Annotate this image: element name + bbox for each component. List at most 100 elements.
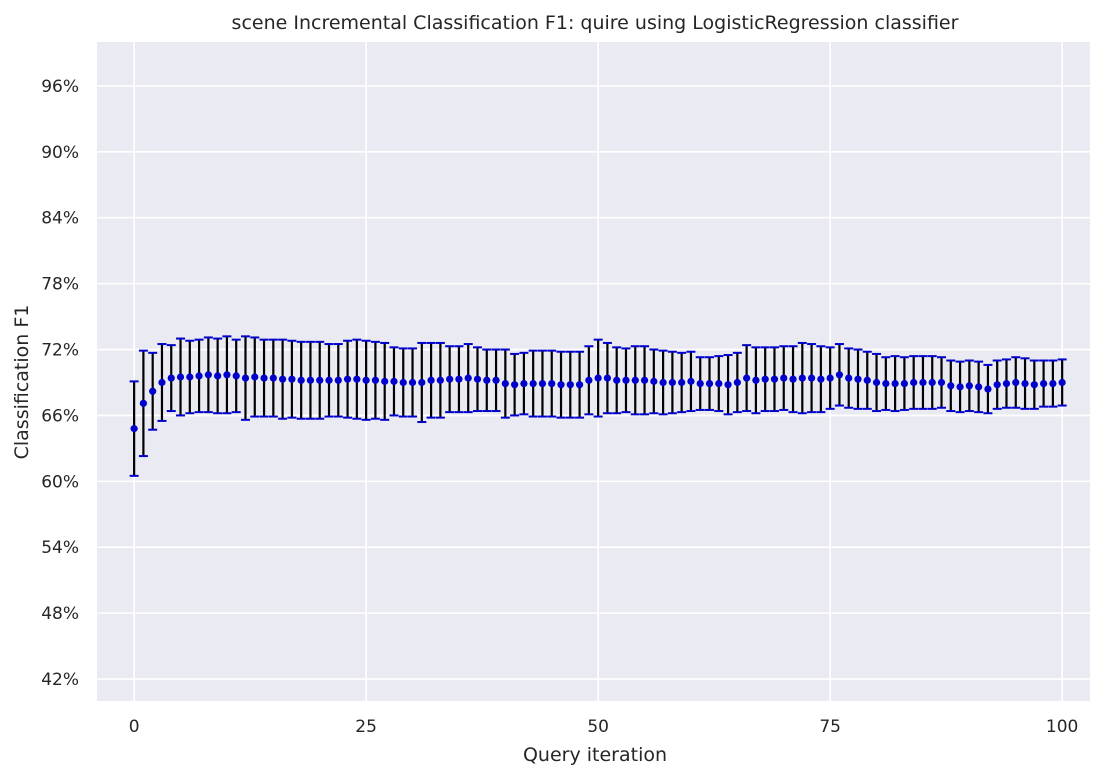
data-point	[659, 378, 667, 387]
data-point	[279, 375, 287, 383]
data-point	[204, 371, 212, 379]
data-point	[1002, 379, 1011, 388]
data-point	[631, 376, 639, 384]
data-point	[269, 374, 277, 382]
data-point	[483, 376, 491, 384]
data-point	[241, 374, 250, 382]
data-point	[455, 375, 463, 383]
data-point	[575, 381, 584, 389]
data-point	[882, 379, 890, 388]
data-point	[770, 375, 779, 383]
data-point	[752, 376, 760, 384]
data-point	[594, 374, 602, 382]
data-point	[863, 376, 871, 384]
data-point	[1012, 378, 1020, 387]
data-point	[390, 377, 398, 385]
data-point	[149, 387, 157, 395]
y-axis-ticks: 42% 48% 54% 60% 66% 72% 78% 84% 90% 96%	[41, 77, 79, 690]
data-point	[464, 374, 472, 382]
data-point	[306, 376, 315, 384]
data-point	[288, 375, 296, 383]
data-point	[705, 379, 714, 388]
data-point	[538, 379, 547, 388]
data-point	[761, 375, 769, 383]
y-axis-label: Classification F1	[11, 305, 33, 460]
x-tick-label: 50	[587, 717, 609, 737]
data-point	[316, 376, 324, 384]
data-point	[325, 376, 333, 384]
data-point	[408, 378, 417, 387]
data-point	[826, 374, 834, 382]
data-point	[975, 383, 983, 391]
data-point	[1039, 379, 1048, 388]
data-point	[603, 374, 612, 382]
data-point	[817, 375, 825, 383]
data-point	[343, 375, 352, 383]
data-point	[845, 374, 853, 382]
data-point	[965, 382, 973, 390]
data-point	[529, 379, 537, 388]
data-point	[548, 379, 556, 388]
data-point	[789, 375, 797, 383]
data-point	[501, 379, 509, 388]
data-point	[1058, 378, 1066, 387]
y-tick-label: 96%	[41, 77, 79, 97]
data-point	[696, 379, 704, 388]
x-tick-label: 25	[355, 717, 377, 737]
data-point	[418, 378, 426, 387]
errorbar-series	[129, 335, 1067, 477]
data-point	[381, 377, 389, 385]
data-point	[807, 374, 816, 382]
data-point	[640, 376, 649, 384]
x-axis-label: Query iteration	[523, 744, 667, 766]
y-tick-label: 48%	[41, 604, 79, 624]
data-point	[1030, 381, 1038, 389]
data-point	[956, 383, 964, 391]
x-axis-ticks: 0 25 50 75 100	[129, 717, 1079, 737]
data-point	[687, 377, 695, 385]
y-tick-label: 84%	[41, 209, 79, 229]
data-point	[928, 378, 936, 387]
data-point	[743, 374, 751, 382]
data-point	[353, 375, 361, 383]
data-point	[1021, 379, 1029, 388]
data-point	[214, 372, 222, 380]
data-point	[362, 376, 370, 384]
data-point	[130, 425, 138, 433]
data-point	[798, 374, 806, 382]
chart-title: scene Incremental Classification F1: qui…	[232, 12, 959, 34]
data-point	[446, 375, 454, 383]
data-point	[910, 378, 918, 387]
data-point	[334, 376, 342, 384]
y-tick-label: 90%	[41, 143, 79, 163]
data-point	[167, 374, 175, 382]
data-point	[900, 379, 908, 388]
data-point	[176, 373, 185, 381]
data-point	[984, 385, 992, 393]
data-point	[872, 378, 881, 387]
data-point	[724, 381, 732, 389]
data-point	[223, 371, 231, 379]
data-point	[520, 379, 528, 388]
data-point	[492, 376, 500, 384]
data-point	[260, 374, 268, 382]
data-point	[668, 378, 676, 387]
data-point	[436, 376, 444, 384]
data-point	[937, 378, 946, 387]
data-point	[139, 399, 148, 407]
data-point	[186, 373, 194, 381]
data-point	[427, 376, 435, 384]
data-point	[511, 381, 519, 389]
data-point	[780, 374, 788, 382]
data-point	[919, 378, 927, 387]
data-point	[566, 381, 574, 389]
data-point	[622, 376, 630, 384]
y-tick-label: 54%	[41, 538, 79, 558]
x-tick-label: 75	[819, 717, 841, 737]
data-point	[297, 376, 305, 384]
data-point	[251, 373, 259, 381]
data-point	[733, 378, 741, 387]
data-point	[678, 378, 686, 387]
y-tick-label: 60%	[41, 472, 79, 492]
